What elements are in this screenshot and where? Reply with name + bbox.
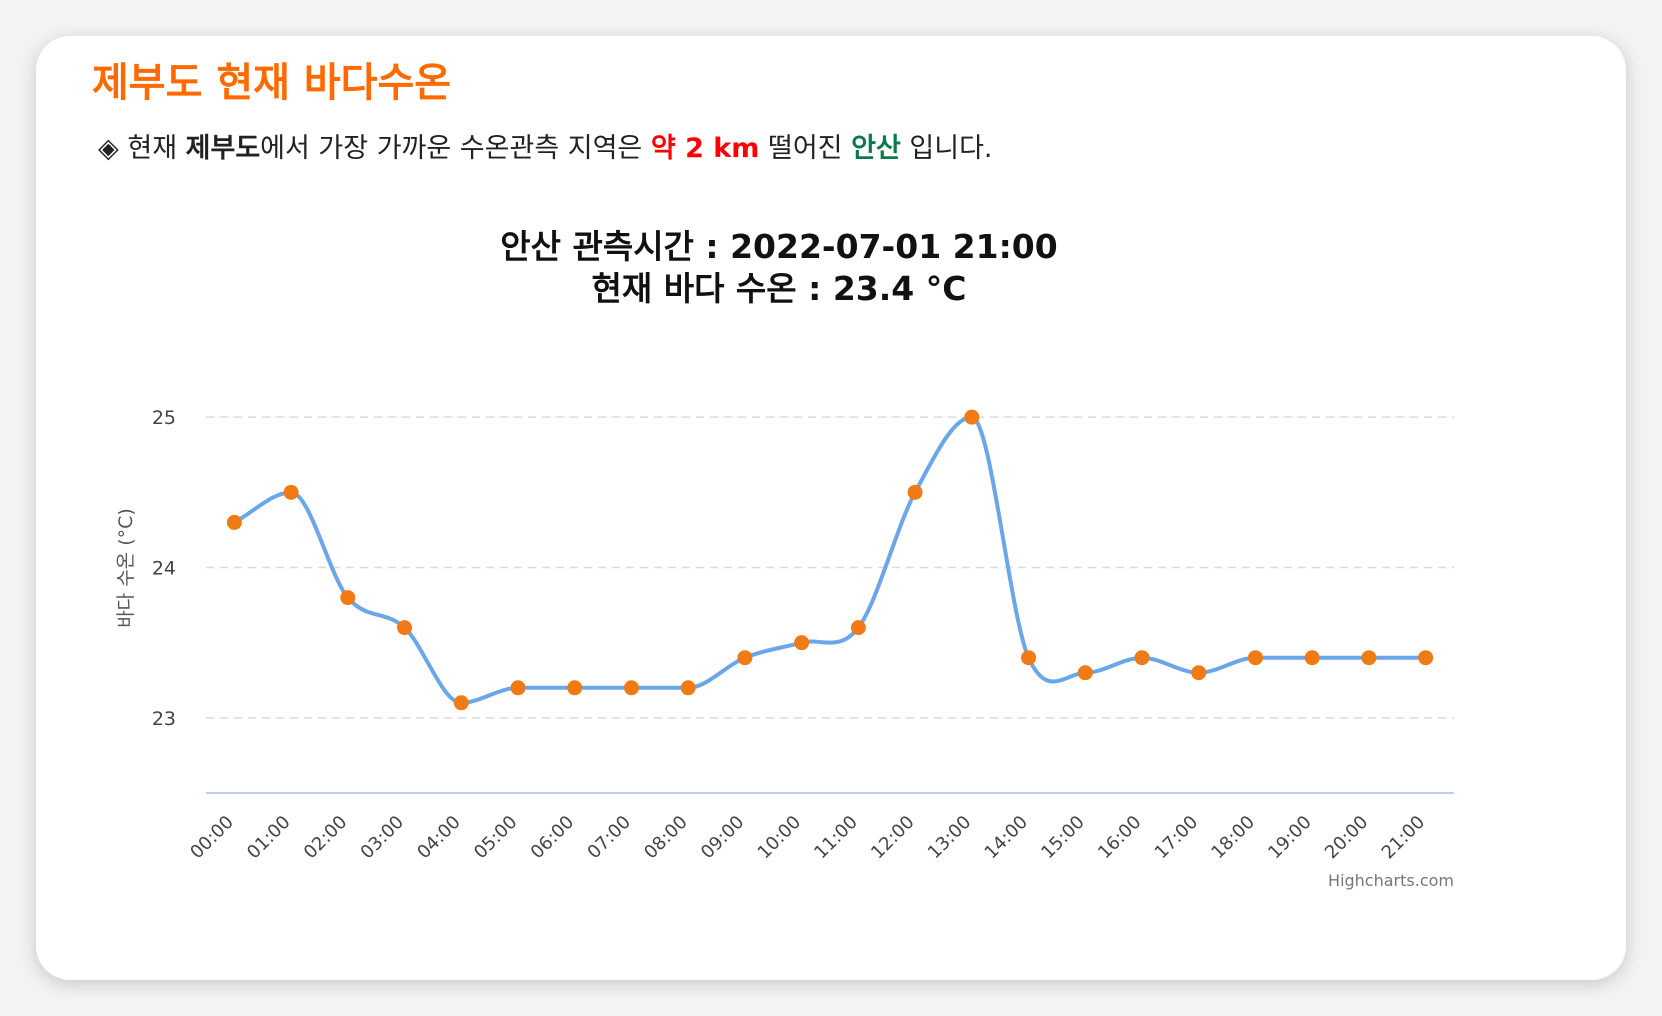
data-point-0500[interactable] <box>510 680 526 696</box>
x-axis: 00:00 01:00 02:00 03:00 04:00 05:00 06:00 07:00… <box>186 812 1429 864</box>
x-tick-label: 21:00 <box>1378 812 1430 864</box>
data-point-1100[interactable] <box>850 620 866 636</box>
x-tick-label: 02:00 <box>300 812 352 864</box>
data-point-0900[interactable] <box>737 650 753 666</box>
data-point-1800[interactable] <box>1247 650 1263 666</box>
x-tick-label: 11:00 <box>810 812 862 864</box>
data-point-1300[interactable] <box>964 409 980 425</box>
info-mid1: 에서 가장 가까운 수온관측 지역은 <box>260 133 643 164</box>
data-point-1500[interactable] <box>1077 665 1093 681</box>
x-tick-label: 10:00 <box>754 812 806 864</box>
x-tick-label: 12:00 <box>867 812 919 864</box>
data-point-0000[interactable] <box>226 514 242 530</box>
info-location: 제부도 <box>185 133 261 164</box>
data-point-1400[interactable] <box>1021 650 1037 666</box>
data-point-1600[interactable] <box>1134 650 1150 666</box>
x-tick-label: 20:00 <box>1321 812 1373 864</box>
x-tick-label: 16:00 <box>1094 812 1146 864</box>
series-line <box>232 415 1428 705</box>
bullet-icon: ◈ <box>98 133 119 164</box>
x-tick-label: 14:00 <box>981 812 1033 864</box>
x-tick-label: 08:00 <box>640 812 692 864</box>
data-point-1000[interactable] <box>794 635 810 651</box>
data-point-2000[interactable] <box>1361 650 1377 666</box>
info-distance: 약 2 km <box>650 133 760 164</box>
chart-subtitle: 현재 바다 수온 : 23.4 °C <box>592 269 967 308</box>
page-title: 제부도 현재 바다수온 <box>92 60 452 106</box>
series-water-temperature <box>226 409 1434 711</box>
data-point-1700[interactable] <box>1191 665 1207 681</box>
data-point-1900[interactable] <box>1304 650 1320 666</box>
x-tick-label: 17:00 <box>1151 812 1203 864</box>
y-tick-label: 23 <box>152 708 176 730</box>
x-tick-label: 15:00 <box>1037 812 1089 864</box>
x-tick-label: 01:00 <box>243 812 295 864</box>
x-tick-label: 00:00 <box>186 812 238 864</box>
x-tick-label: 13:00 <box>924 812 976 864</box>
info-station: 안산 <box>851 133 901 164</box>
info-mid2: 떨어진 <box>767 133 843 164</box>
chart-credits: Highcharts.com <box>1328 871 1454 890</box>
x-tick-label: 06:00 <box>527 812 579 864</box>
sea-temperature-chart: 안산 관측시간 : 2022-07-01 21:00 현재 바다 수온 : 23… <box>115 227 1454 890</box>
data-point-0300[interactable] <box>397 620 413 636</box>
data-point-0800[interactable] <box>680 680 696 696</box>
y-tick-label: 25 <box>152 407 176 429</box>
data-point-2100[interactable] <box>1418 650 1434 666</box>
x-tick-label: 18:00 <box>1207 812 1259 864</box>
y-axis: 23 24 25 <box>152 407 176 730</box>
info-suffix: 입니다. <box>909 133 993 164</box>
chart-title: 안산 관측시간 : 2022-07-01 21:00 <box>500 227 1057 266</box>
sea-temperature-card: 제부도 현재 바다수온 ◈ 현재 제부도에서 가장 가까운 수온관측 지역은 약… <box>36 36 1626 980</box>
data-point-0600[interactable] <box>567 680 583 696</box>
grid-lines <box>206 416 1454 794</box>
y-axis-title: 바다 수온 (°C) <box>115 508 137 628</box>
x-tick-label: 03:00 <box>357 812 409 864</box>
data-point-0200[interactable] <box>340 590 356 606</box>
x-tick-label: 19:00 <box>1264 812 1316 864</box>
x-tick-label: 04:00 <box>413 812 465 864</box>
data-point-0400[interactable] <box>453 695 469 711</box>
y-tick-label: 24 <box>152 558 176 580</box>
data-point-0700[interactable] <box>623 680 639 696</box>
info-prefix: 현재 <box>127 133 178 164</box>
x-tick-label: 07:00 <box>583 812 635 864</box>
x-tick-label: 05:00 <box>470 812 522 864</box>
data-point-0100[interactable] <box>283 484 299 500</box>
data-point-1200[interactable] <box>907 484 923 500</box>
nearest-station-info: ◈ 현재 제부도에서 가장 가까운 수온관측 지역은 약 2 km 떨어진 안산… <box>98 126 993 165</box>
x-tick-label: 09:00 <box>697 812 749 864</box>
